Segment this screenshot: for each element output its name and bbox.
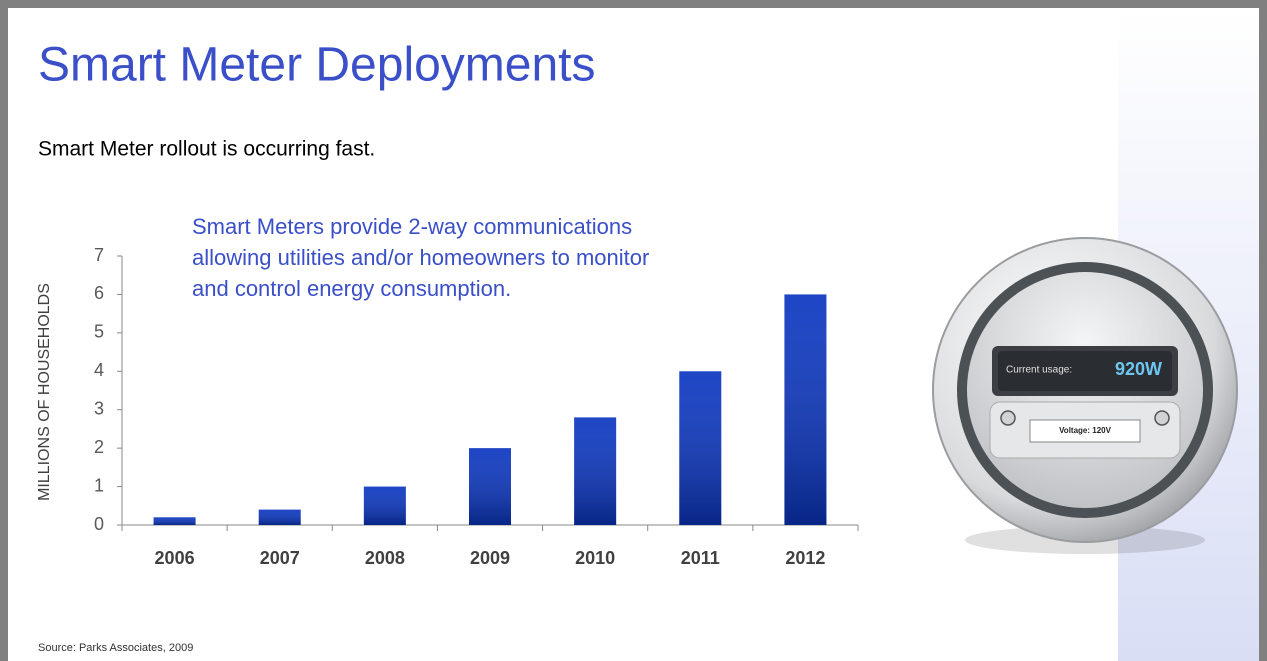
meter-illustration: Current usage: 920W Voltage: 120V — [932, 237, 1238, 554]
x-tick-label: 2009 — [470, 548, 510, 568]
y-tick-label: 1 — [94, 475, 104, 495]
y-tick-label: 4 — [94, 360, 104, 380]
y-tick-label: 2 — [94, 437, 104, 457]
bar-shade — [574, 417, 617, 525]
slide-title: Smart Meter Deployments — [38, 39, 596, 92]
meter-usage-label: Current usage: — [1006, 365, 1072, 376]
y-tick-label: 6 — [94, 283, 104, 303]
x-tick-label: 2006 — [155, 548, 195, 568]
y-axis-label: MILLIONS OF HOUSEHOLDS — [36, 283, 53, 501]
annotation: and control energy consumption. — [192, 276, 511, 301]
slide-subtitle: Smart Meter rollout is occurring fast. — [38, 138, 375, 161]
x-tick-label: 2011 — [681, 548, 720, 568]
annotation: Smart Meters provide 2-way communication… — [192, 214, 632, 239]
bar-shade — [469, 448, 511, 525]
x-tick-label: 2010 — [575, 548, 615, 568]
x-tick-label: 2012 — [785, 548, 825, 568]
bar-shade — [258, 509, 301, 525]
y-tick-label: 5 — [94, 322, 104, 342]
annotation: allowing utilities and/or homeowners to … — [192, 245, 649, 270]
y-tick-label: 0 — [94, 514, 104, 534]
bar-shade — [363, 486, 406, 525]
bar-shade — [679, 371, 722, 525]
bar-shade — [153, 517, 196, 525]
x-tick-label: 2007 — [260, 548, 300, 568]
bar-shade — [784, 294, 827, 525]
meter-usage-value: 920W — [1115, 359, 1162, 379]
y-tick-label: 3 — [94, 398, 104, 418]
y-tick-label: 7 — [94, 245, 104, 265]
meter-voltage: Voltage: 120V — [1059, 426, 1112, 435]
source: Source: Parks Associates, 2009 — [38, 642, 193, 654]
x-tick-label: 2008 — [365, 548, 405, 568]
